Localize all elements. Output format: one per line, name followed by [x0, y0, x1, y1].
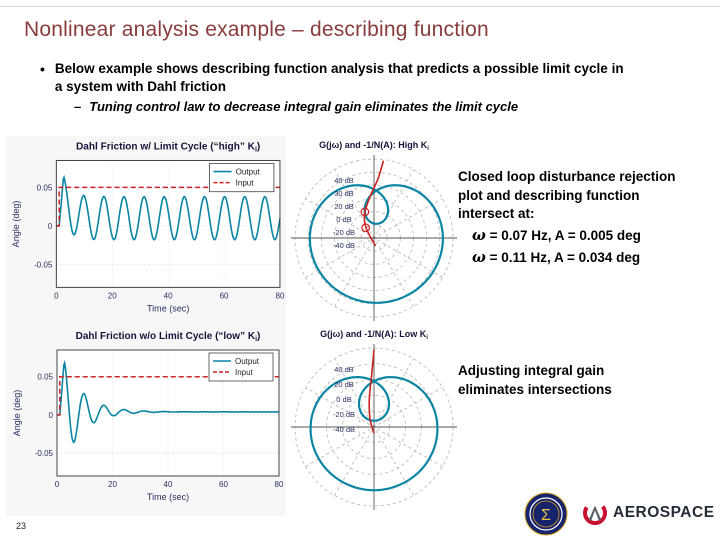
logo-swoosh: [583, 501, 607, 525]
y-tick-label: -0.05: [34, 260, 53, 269]
describing-function-curve: [368, 349, 375, 434]
output-series-line: [56, 174, 281, 241]
intersection-marker: [360, 207, 370, 217]
sub-bullet-item: – Tuning control law to decrease integra…: [40, 99, 660, 116]
db-ring-label: -20 dB: [333, 228, 355, 237]
db-ring-label: 40 dB: [334, 176, 354, 185]
chart-title: Dahl Friction w/ Limit Cycle (“high” Ki): [76, 141, 260, 153]
chart-title: Dahl Friction w/o Limit Cycle (“low” Ki): [76, 331, 261, 343]
aerospace-logo-icon: [583, 501, 607, 525]
aerospace-wordmark: AEROSPACE: [582, 500, 715, 526]
x-tick-label: 40: [164, 291, 173, 300]
db-ring-label: 40 dB: [334, 365, 354, 374]
x-tick-label: 20: [108, 480, 117, 489]
db-ring-label: 0 dB: [336, 215, 351, 224]
aerospace-text: AEROSPACE: [613, 504, 715, 521]
g-curve: [309, 375, 439, 492]
x-tick-label: 40: [164, 480, 173, 489]
x-axis-title: Time (sec): [147, 492, 189, 502]
chart-dahl-friction-high-ki: -0.05 0 0.05 0 20 40 60 80 Time (sec) Angle (deg)…: [6, 136, 286, 328]
x-tick-label: 80: [275, 480, 284, 489]
output-series-line: [57, 359, 279, 444]
describing-function-curve: [363, 160, 385, 247]
db-ring-label: 30 dB: [334, 189, 354, 198]
db-ring-label: 20 dB: [334, 380, 354, 389]
bullet-glyph: •: [40, 61, 45, 77]
chart-title: G(jω) and -1/N(A): Low Ki: [320, 329, 428, 341]
intersection-value-2: = 0.11 Hz, A = 0.034 deg: [489, 249, 641, 265]
corporate-seal-icon: Σ: [524, 492, 568, 536]
legend-label: Output: [236, 168, 261, 177]
omega-symbol: ω: [472, 248, 486, 266]
x-axis-title: Time (sec): [147, 304, 189, 314]
axes-box: [56, 349, 280, 477]
x-tick-label: 80: [275, 291, 284, 300]
bullet-block: • Below example shows describing functio…: [40, 60, 660, 116]
omega-symbol: ω: [472, 226, 486, 244]
y-axis-title: Angle (deg): [12, 390, 22, 437]
intersection-note: Closed loop disturbance rejection plot a…: [458, 168, 676, 268]
x-tick-label: 20: [108, 291, 117, 300]
intersection-line-2: ω = 0.11 Hz, A = 0.034 deg: [458, 248, 676, 268]
g-curve: [308, 184, 445, 304]
dash-glyph: –: [74, 98, 82, 114]
chart-dahl-friction-low-ki: -0.05 0 0.05 0 20 40 60 80 Time (sec) Angle (deg)…: [6, 326, 286, 516]
y-tick-label: 0.05: [37, 183, 53, 192]
page-number: 23: [16, 521, 27, 531]
polar-plot-low-ki: 40 dB 20 dB 0 dB -20 dB -40 dB G(jω) and -1/N…: [291, 329, 457, 510]
sub-bullet-text: Tuning control law to decrease integral …: [89, 98, 519, 114]
seal-disc: [524, 492, 568, 536]
seal-inner-ring: [532, 500, 560, 528]
chart-nyquist-low-ki: 40 dB 20 dB 0 dB -20 dB -40 dB G(jω) and -1/N…: [289, 326, 459, 516]
intersection-note-text: Closed loop disturbance rejection plot a…: [458, 169, 676, 222]
seal-ring: [529, 497, 563, 531]
axes-box: [55, 159, 281, 288]
y-tick-label: -0.05: [35, 449, 54, 458]
polar-plot-high-ki: 40 dB 30 dB 20 dB 0 dB -20 dB -40 dB G(jω) and…: [291, 140, 457, 321]
bullet-text: Below example shows describing function …: [54, 61, 624, 94]
y-tick-label: 0: [49, 411, 54, 420]
input-series-line: [56, 186, 280, 227]
x-tick-label: 60: [219, 480, 228, 489]
legend-box: [208, 352, 274, 382]
legend-label: Output: [235, 357, 260, 366]
adjusting-note: Adjusting integral gain eliminates inter…: [458, 363, 612, 397]
chart-title: G(jω) and -1/N(A): High Ki: [319, 140, 429, 152]
y-axis-title: Angle (deg): [11, 201, 21, 248]
page-title: Nonlinear analysis example – describing …: [24, 18, 489, 41]
time-series-plot-low-ki: -0.05 0 0.05 0 20 40 60 80 Time (sec) Angle (deg)…: [12, 331, 284, 502]
bullet-item: • Below example shows describing functio…: [40, 60, 660, 96]
db-ring-label: -40 dB: [333, 241, 355, 250]
db-ring-label: -20 dB: [333, 410, 355, 419]
legend-label: Input: [235, 368, 254, 377]
intersection-value-1: = 0.07 Hz, A = 0.005 deg: [489, 227, 641, 243]
db-ring-label: -40 dB: [333, 425, 355, 434]
intersection-marker: [361, 223, 371, 233]
intersection-line-1: ω = 0.07 Hz, A = 0.005 deg: [458, 226, 676, 246]
chart-nyquist-high-ki: 40 dB 30 dB 20 dB 0 dB -20 dB -40 dB G(jω) and…: [289, 136, 459, 328]
legend-label: Input: [236, 179, 255, 188]
time-series-plot-high-ki: -0.05 0 0.05 0 20 40 60 80 Time (sec) Angle (deg)…: [11, 141, 285, 314]
x-tick-label: 0: [54, 291, 59, 300]
y-tick-label: 0.05: [37, 373, 53, 382]
db-ring-label: 0 dB: [336, 395, 351, 404]
y-tick-label: 0: [48, 222, 53, 231]
seal-sigma: Σ: [541, 507, 551, 524]
logo-a-glyph: [588, 505, 602, 521]
legend-box: [209, 163, 275, 193]
x-tick-label: 60: [220, 291, 229, 300]
input-series-line: [57, 375, 279, 416]
top-rule-divider: [0, 6, 720, 7]
x-tick-label: 0: [55, 480, 60, 489]
db-ring-label: 20 dB: [334, 202, 354, 211]
